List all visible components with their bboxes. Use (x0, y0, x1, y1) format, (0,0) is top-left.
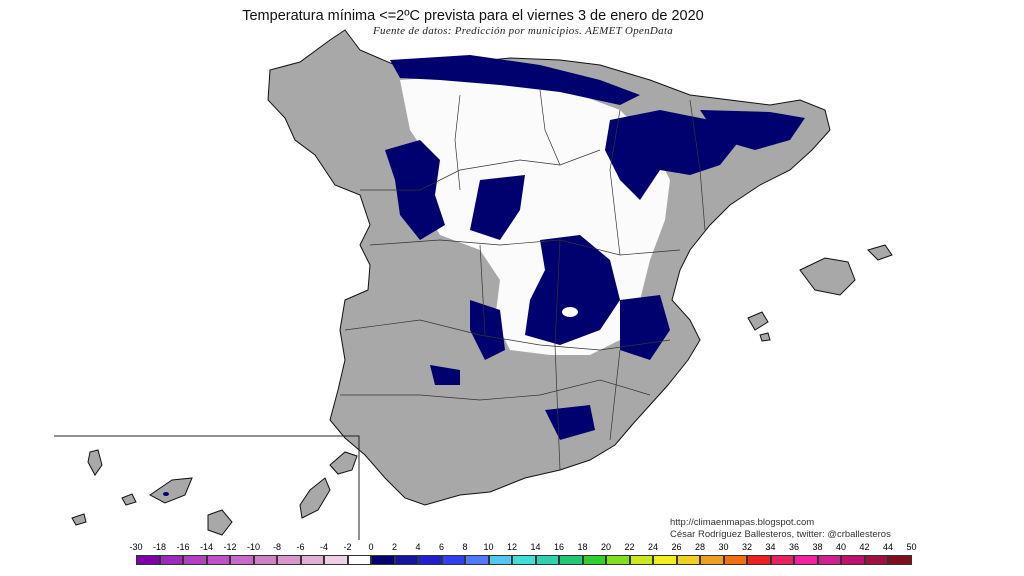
legend-swatch (418, 555, 442, 565)
blue-zone-east (620, 295, 670, 360)
legend-swatch (136, 555, 160, 565)
legend-tick-label: 6 (438, 542, 445, 552)
legend-tick-label: 26 (671, 542, 682, 552)
legend-tick-label: -6 (296, 542, 305, 552)
legend-swatch (888, 555, 912, 565)
legend-tick-label: 36 (788, 542, 800, 552)
legend-swatch (371, 555, 395, 565)
legend-tick-label: 8 (462, 542, 468, 552)
legend-tick-label: 32 (741, 542, 753, 552)
legend-tick-label: 42 (859, 542, 870, 552)
legend-swatch (676, 555, 700, 565)
legend-tick-label: 40 (835, 542, 847, 552)
legend-swatch (230, 555, 254, 565)
legend-swatch (864, 555, 888, 565)
legend-tick-label: 16 (553, 542, 565, 552)
legend-tick-label: 14 (530, 542, 541, 552)
credit-author: César Rodríguez Ballesteros, twitter: @c… (670, 529, 891, 540)
legend-swatch (253, 555, 277, 565)
legend-swatch (747, 555, 771, 565)
la-gomera-island (121, 493, 137, 506)
blue-zone-center (525, 235, 620, 345)
la-palma-island (87, 449, 103, 476)
legend-tick-label: 20 (600, 542, 612, 552)
gran-canaria-island (207, 509, 233, 536)
legend-tick-label: 50 (906, 542, 917, 552)
legend-tick-label: 4 (415, 542, 421, 552)
formentera-island (759, 332, 771, 342)
legend-tick-label: -2 (343, 542, 352, 552)
legend-swatch (770, 555, 794, 565)
blue-zone-central-system (470, 175, 525, 240)
lanzarote-island (329, 451, 358, 475)
legend-swatch (347, 555, 371, 565)
blue-zone-southwest (430, 365, 460, 385)
legend-swatch (817, 555, 841, 565)
tenerife-island (149, 477, 193, 504)
legend-tick-label: 2 (391, 542, 398, 552)
legend-tick-label: -14 (199, 542, 214, 552)
legend-swatch (700, 555, 724, 565)
legend-tick-label: 30 (718, 542, 729, 552)
legend-swatch (394, 555, 418, 565)
legend-tick-label: -10 (246, 542, 261, 552)
legend-swatch (629, 555, 653, 565)
teide-cold-spot (163, 492, 169, 496)
ibiza-island (747, 311, 769, 331)
legend-swatch (206, 555, 230, 565)
legend-tick-label: 38 (812, 542, 823, 552)
legend-tick-label: 24 (647, 542, 659, 552)
legend-swatch (159, 555, 183, 565)
legend-swatch (441, 555, 465, 565)
legend-swatch (582, 555, 606, 565)
legend-tick-label: 18 (577, 542, 588, 552)
blue-zone-northeast (605, 110, 740, 200)
legend-swatch (465, 555, 489, 565)
legend-swatch (606, 555, 630, 565)
legend-swatch (841, 555, 865, 565)
legend-tick-label: -8 (272, 542, 282, 552)
legend-tick-label: -16 (176, 542, 190, 552)
blue-zone-west (470, 300, 505, 360)
legend-tick-label: 34 (765, 542, 776, 552)
legend-swatch (723, 555, 747, 565)
legend-tick-label: 44 (882, 542, 894, 552)
legend-tick-label: 12 (506, 542, 518, 552)
canary-inset-frame (54, 435, 360, 540)
legend-tick-label: -18 (152, 542, 167, 552)
legend-swatch (324, 555, 348, 565)
region-borders (340, 89, 706, 471)
legend-swatch (183, 555, 207, 565)
blue-zone-pyrenees (700, 110, 805, 150)
legend-swatch (488, 555, 512, 565)
mallorca-island (799, 257, 856, 296)
menorca-island (867, 244, 893, 261)
legend-tick-label: 0 (368, 542, 374, 552)
el-hierro-island (71, 513, 87, 526)
legend-tick-label: 10 (483, 542, 494, 552)
legend-tick-label: 28 (694, 542, 706, 552)
legend-tick-label: -30 (129, 542, 143, 552)
map-title: Temperatura mínima <=2ºC prevista para e… (242, 8, 704, 24)
map-subtitle: Fuente de datos: Predicción por municipi… (373, 25, 674, 37)
legend-tick-label: 22 (624, 542, 635, 552)
legend-swatches (136, 555, 912, 565)
credit-blog-url: http://climaenmapas.blogspot.com (670, 517, 815, 528)
blue-zone-north-coast (390, 55, 640, 105)
legend-tick-label: -12 (223, 542, 237, 552)
legend-swatch (535, 555, 559, 565)
legend-swatch (559, 555, 583, 565)
fuerteventura-island (299, 477, 331, 519)
legend-swatch (794, 555, 818, 565)
legend-swatch (653, 555, 677, 565)
legend-tick-label: -4 (319, 542, 329, 552)
legend-swatch (277, 555, 301, 565)
white-spot-center (562, 307, 578, 317)
legend-swatch (512, 555, 536, 565)
legend-swatch (300, 555, 324, 565)
